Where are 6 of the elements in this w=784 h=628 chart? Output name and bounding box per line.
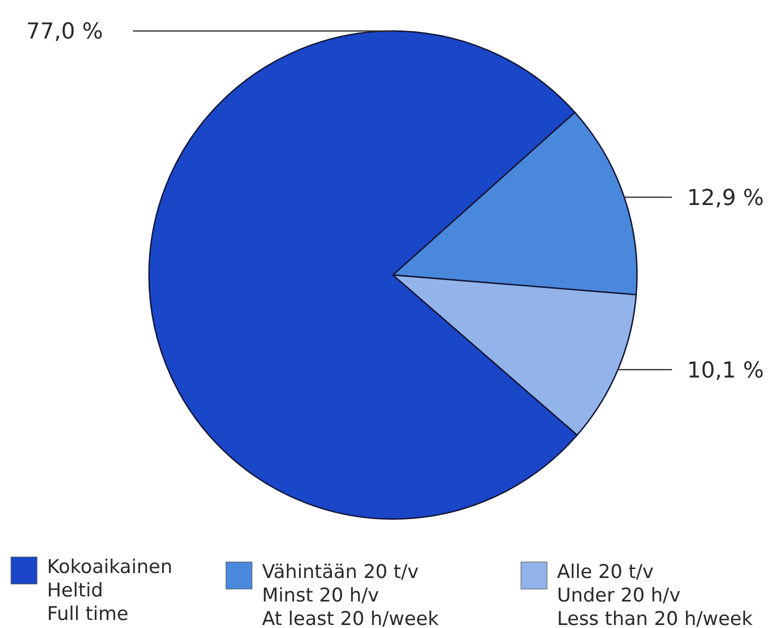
data-label: 10,1 % [687, 358, 764, 384]
legend-label: Alle 20 t/v Under 20 h/v Less than 20 h/week [557, 561, 753, 628]
legend-label: Kokoaikainen Heltid Full time [47, 556, 172, 625]
data-label: 77,0 % [26, 20, 103, 45]
data-label: 12,9 % [687, 186, 764, 211]
legend-label: Vähintään 20 t/v Minst 20 h/v At least 20 h/week [262, 561, 439, 628]
